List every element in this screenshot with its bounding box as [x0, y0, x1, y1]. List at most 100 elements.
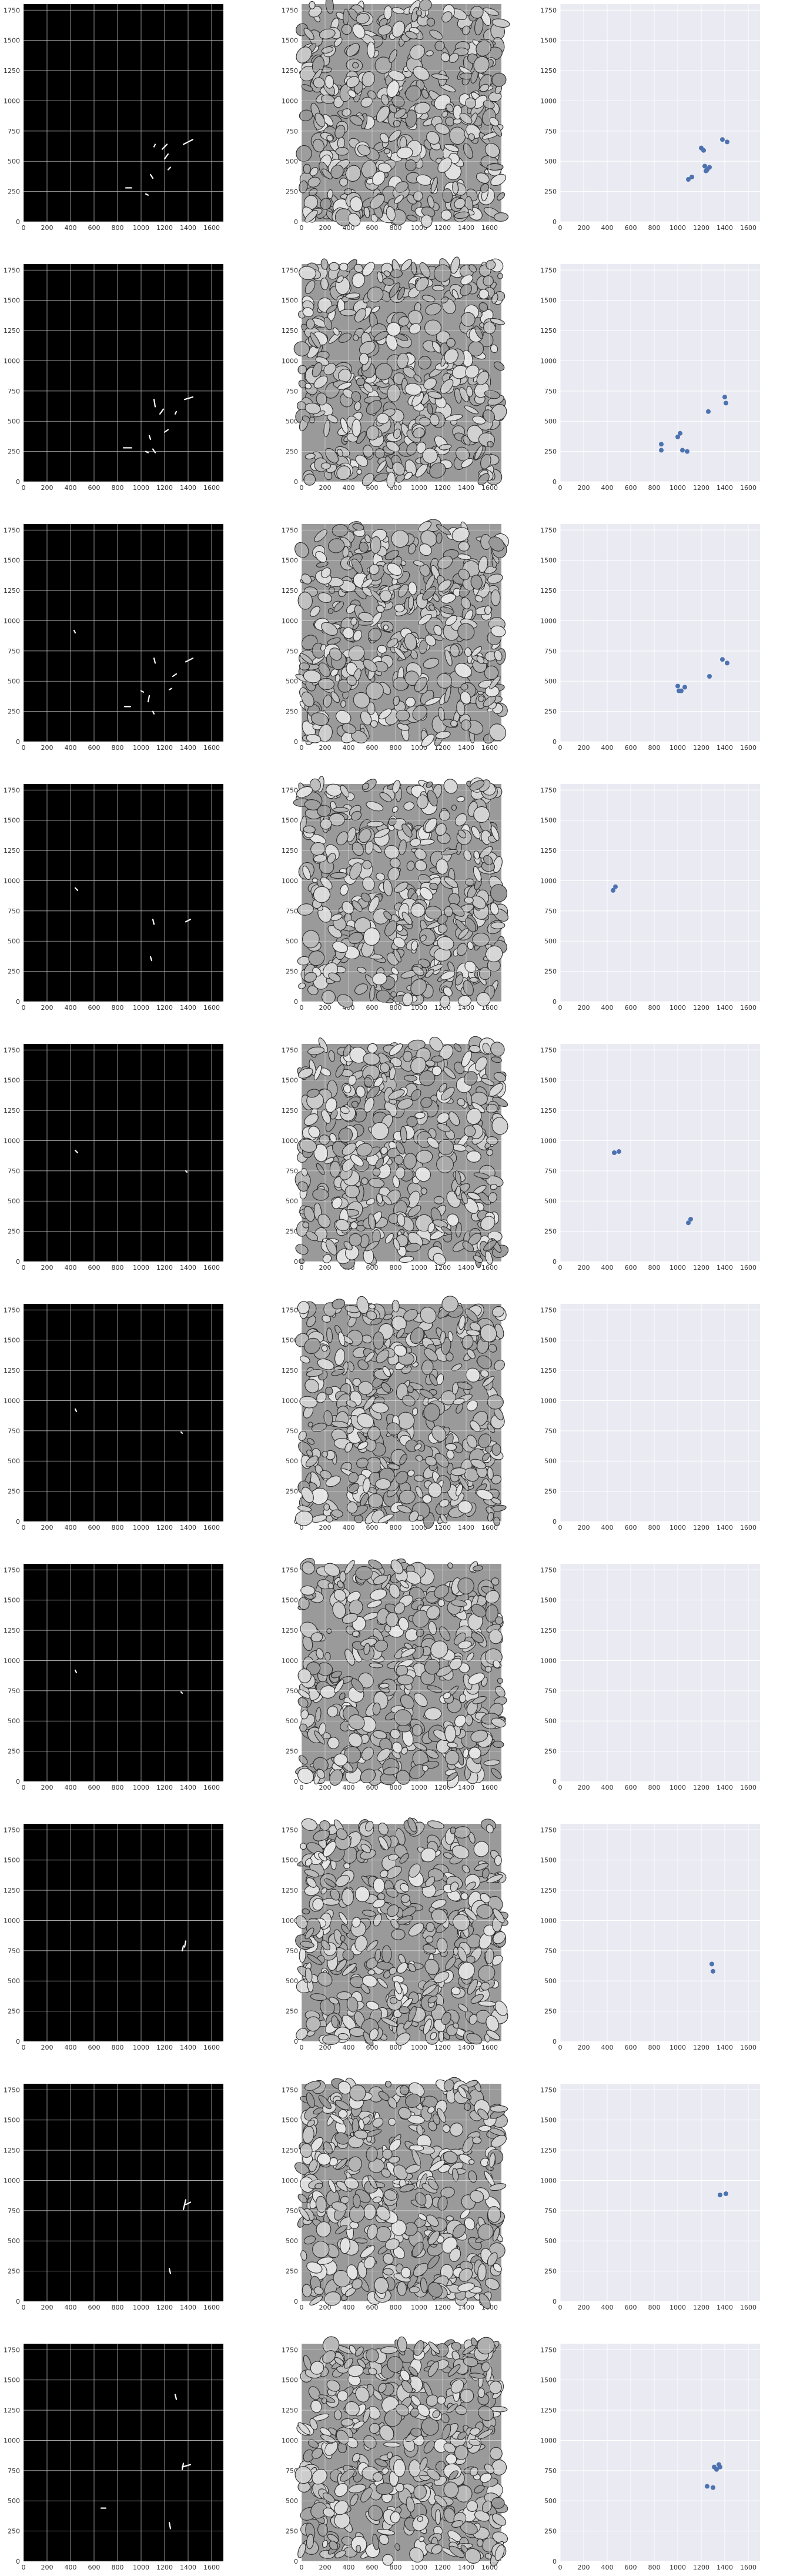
y-tick-label: 250: [286, 2528, 298, 2535]
x-tick-label: 1000: [133, 744, 149, 752]
y-tick-label: 250: [286, 1228, 298, 1236]
y-tick-label: 0: [553, 998, 557, 1006]
x-tick-label: 600: [88, 224, 101, 232]
x-tick-label: 1200: [156, 2304, 173, 2311]
x-tick-label: 800: [648, 1004, 661, 1012]
y-tick-label: 1750: [4, 6, 20, 14]
em-cell: [377, 24, 392, 36]
mask-segment: [153, 658, 156, 664]
x-tick-label: 1600: [740, 484, 757, 492]
y-tick-label: 500: [544, 937, 557, 945]
em-cell: [489, 117, 499, 126]
em-cell: [337, 382, 352, 390]
em-cell: [431, 74, 449, 81]
x-tick-label: 200: [41, 224, 53, 232]
y-tick-label: 750: [8, 2467, 20, 2475]
x-tick-label: 1000: [411, 2564, 427, 2571]
em-cell: [323, 1503, 330, 1511]
y-tick-label: 1250: [540, 847, 557, 855]
x-tick-label: 1600: [203, 1784, 220, 1791]
x-tick-label: 1600: [203, 2304, 220, 2311]
em-cell: [345, 292, 360, 299]
em-cell: [410, 261, 417, 275]
em-cell: [381, 1945, 392, 1963]
y-tick-label: 0: [553, 2038, 557, 2046]
x-tick-label: 200: [578, 1264, 590, 1272]
x-tick-label: 1600: [481, 484, 498, 492]
x-tick-label: 0: [300, 2044, 304, 2051]
y-tick-label: 1000: [540, 97, 557, 105]
em-cell: [361, 71, 375, 88]
scatter-background: [560, 4, 760, 222]
mask-segment: [148, 435, 152, 441]
y-tick-label: 750: [286, 388, 298, 395]
y-tick-label: 500: [286, 2497, 298, 2505]
x-tick-label: 200: [41, 2044, 53, 2051]
subplot-r1-c3: 0 200 400 600 800 1000 1200 1400 160002505007501…: [540, 4, 760, 232]
em-cell: [407, 310, 423, 325]
em-cell: [314, 112, 326, 128]
em-cell: [340, 309, 357, 316]
em-cell: [490, 173, 507, 186]
scatter-point: [720, 137, 725, 142]
em-cell: [390, 269, 403, 278]
mask-segment: [153, 399, 156, 408]
x-tick-label: 1200: [693, 2304, 709, 2311]
em-cell: [366, 400, 382, 415]
y-tick-label: 1000: [4, 357, 20, 365]
y-tick-label: 0: [16, 998, 20, 1006]
y-tick-label: 1250: [540, 1887, 557, 1894]
x-tick-label: 1400: [180, 224, 196, 232]
em-cell: [404, 472, 413, 480]
y-tick-label: 250: [544, 968, 557, 976]
x-tick-label: 800: [390, 744, 402, 752]
em-cell: [483, 275, 494, 286]
y-tick-label: 1250: [282, 587, 298, 595]
em-cell: [451, 805, 457, 811]
scatter-point: [689, 174, 694, 179]
y-tick-label: 1250: [282, 1887, 298, 1894]
em-cell: [359, 353, 369, 365]
em-cell: [330, 165, 344, 179]
y-tick-label: 1250: [282, 2407, 298, 2414]
subplot-r9-c3: 0 200 400 600 800 1000 1200 1400 160002505007501…: [540, 2084, 760, 2311]
em-cell: [386, 80, 400, 98]
em-cell: [367, 286, 384, 303]
em-cell: [399, 2006, 410, 2014]
em-cell: [345, 165, 361, 182]
x-tick-label: 1400: [458, 1264, 474, 1272]
x-tick-label: 0: [22, 1004, 26, 1012]
x-tick-label: 1400: [717, 484, 733, 492]
scatter-background: [560, 1564, 760, 1781]
em-cell: [490, 318, 505, 325]
x-tick-label: 800: [648, 1784, 661, 1791]
y-tick-label: 750: [8, 1427, 20, 1435]
subplot-r8-c2: 0 200 400 600 800 1000 1200 1400 160002505007501…: [282, 1817, 508, 2051]
subplot-r5-c2: 0200400600800100012001400160002505007501…: [282, 1036, 509, 1272]
y-tick-label: 750: [286, 128, 298, 135]
em-cell: [388, 129, 401, 142]
x-tick-label: 1200: [434, 1524, 451, 1531]
em-cell: [350, 196, 363, 212]
y-tick-label: 250: [8, 1488, 20, 1496]
em-cell: [356, 469, 363, 475]
y-tick-label: 1000: [282, 617, 298, 625]
x-tick-label: 400: [65, 484, 77, 492]
em-cell: [327, 608, 334, 614]
mask-segment: [185, 1170, 188, 1173]
em-cell: [373, 1331, 384, 1350]
y-tick-label: 1000: [282, 1917, 298, 1924]
x-tick-label: 600: [88, 1784, 101, 1791]
em-cell: [327, 637, 341, 645]
y-tick-label: 0: [553, 2298, 557, 2305]
em-cell: [458, 541, 470, 552]
em-cell: [356, 378, 366, 386]
y-tick-label: 500: [8, 158, 20, 165]
y-tick-label: 500: [544, 678, 557, 685]
mask-background: [24, 4, 223, 222]
em-cell: [446, 338, 456, 348]
y-tick-label: 750: [544, 1167, 557, 1175]
em-cell: [409, 44, 426, 60]
em-cell: [327, 189, 333, 199]
y-tick-label: 750: [544, 907, 557, 915]
